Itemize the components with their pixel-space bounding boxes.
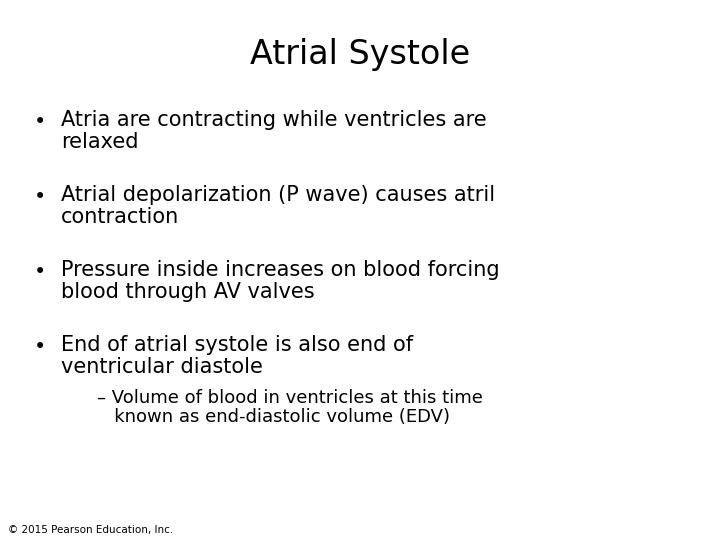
Text: End of atrial systole is also end of: End of atrial systole is also end of <box>61 335 413 355</box>
Text: Atrial Systole: Atrial Systole <box>250 38 470 71</box>
Text: •: • <box>33 262 46 282</box>
Text: known as end-diastolic volume (EDV): known as end-diastolic volume (EDV) <box>97 408 450 426</box>
Text: blood through AV valves: blood through AV valves <box>61 282 315 302</box>
Text: Atria are contracting while ventricles are: Atria are contracting while ventricles a… <box>61 110 487 130</box>
Text: ventricular diastole: ventricular diastole <box>61 357 263 377</box>
Text: •: • <box>33 337 46 357</box>
Text: © 2015 Pearson Education, Inc.: © 2015 Pearson Education, Inc. <box>8 525 174 535</box>
Text: Pressure inside increases on blood forcing: Pressure inside increases on blood forci… <box>61 260 500 280</box>
Text: contraction: contraction <box>61 207 179 227</box>
Text: – Volume of blood in ventricles at this time: – Volume of blood in ventricles at this … <box>97 389 483 407</box>
Text: •: • <box>33 187 46 207</box>
Text: •: • <box>33 112 46 132</box>
Text: Atrial depolarization (P wave) causes atril: Atrial depolarization (P wave) causes at… <box>61 185 495 205</box>
Text: relaxed: relaxed <box>61 132 139 152</box>
